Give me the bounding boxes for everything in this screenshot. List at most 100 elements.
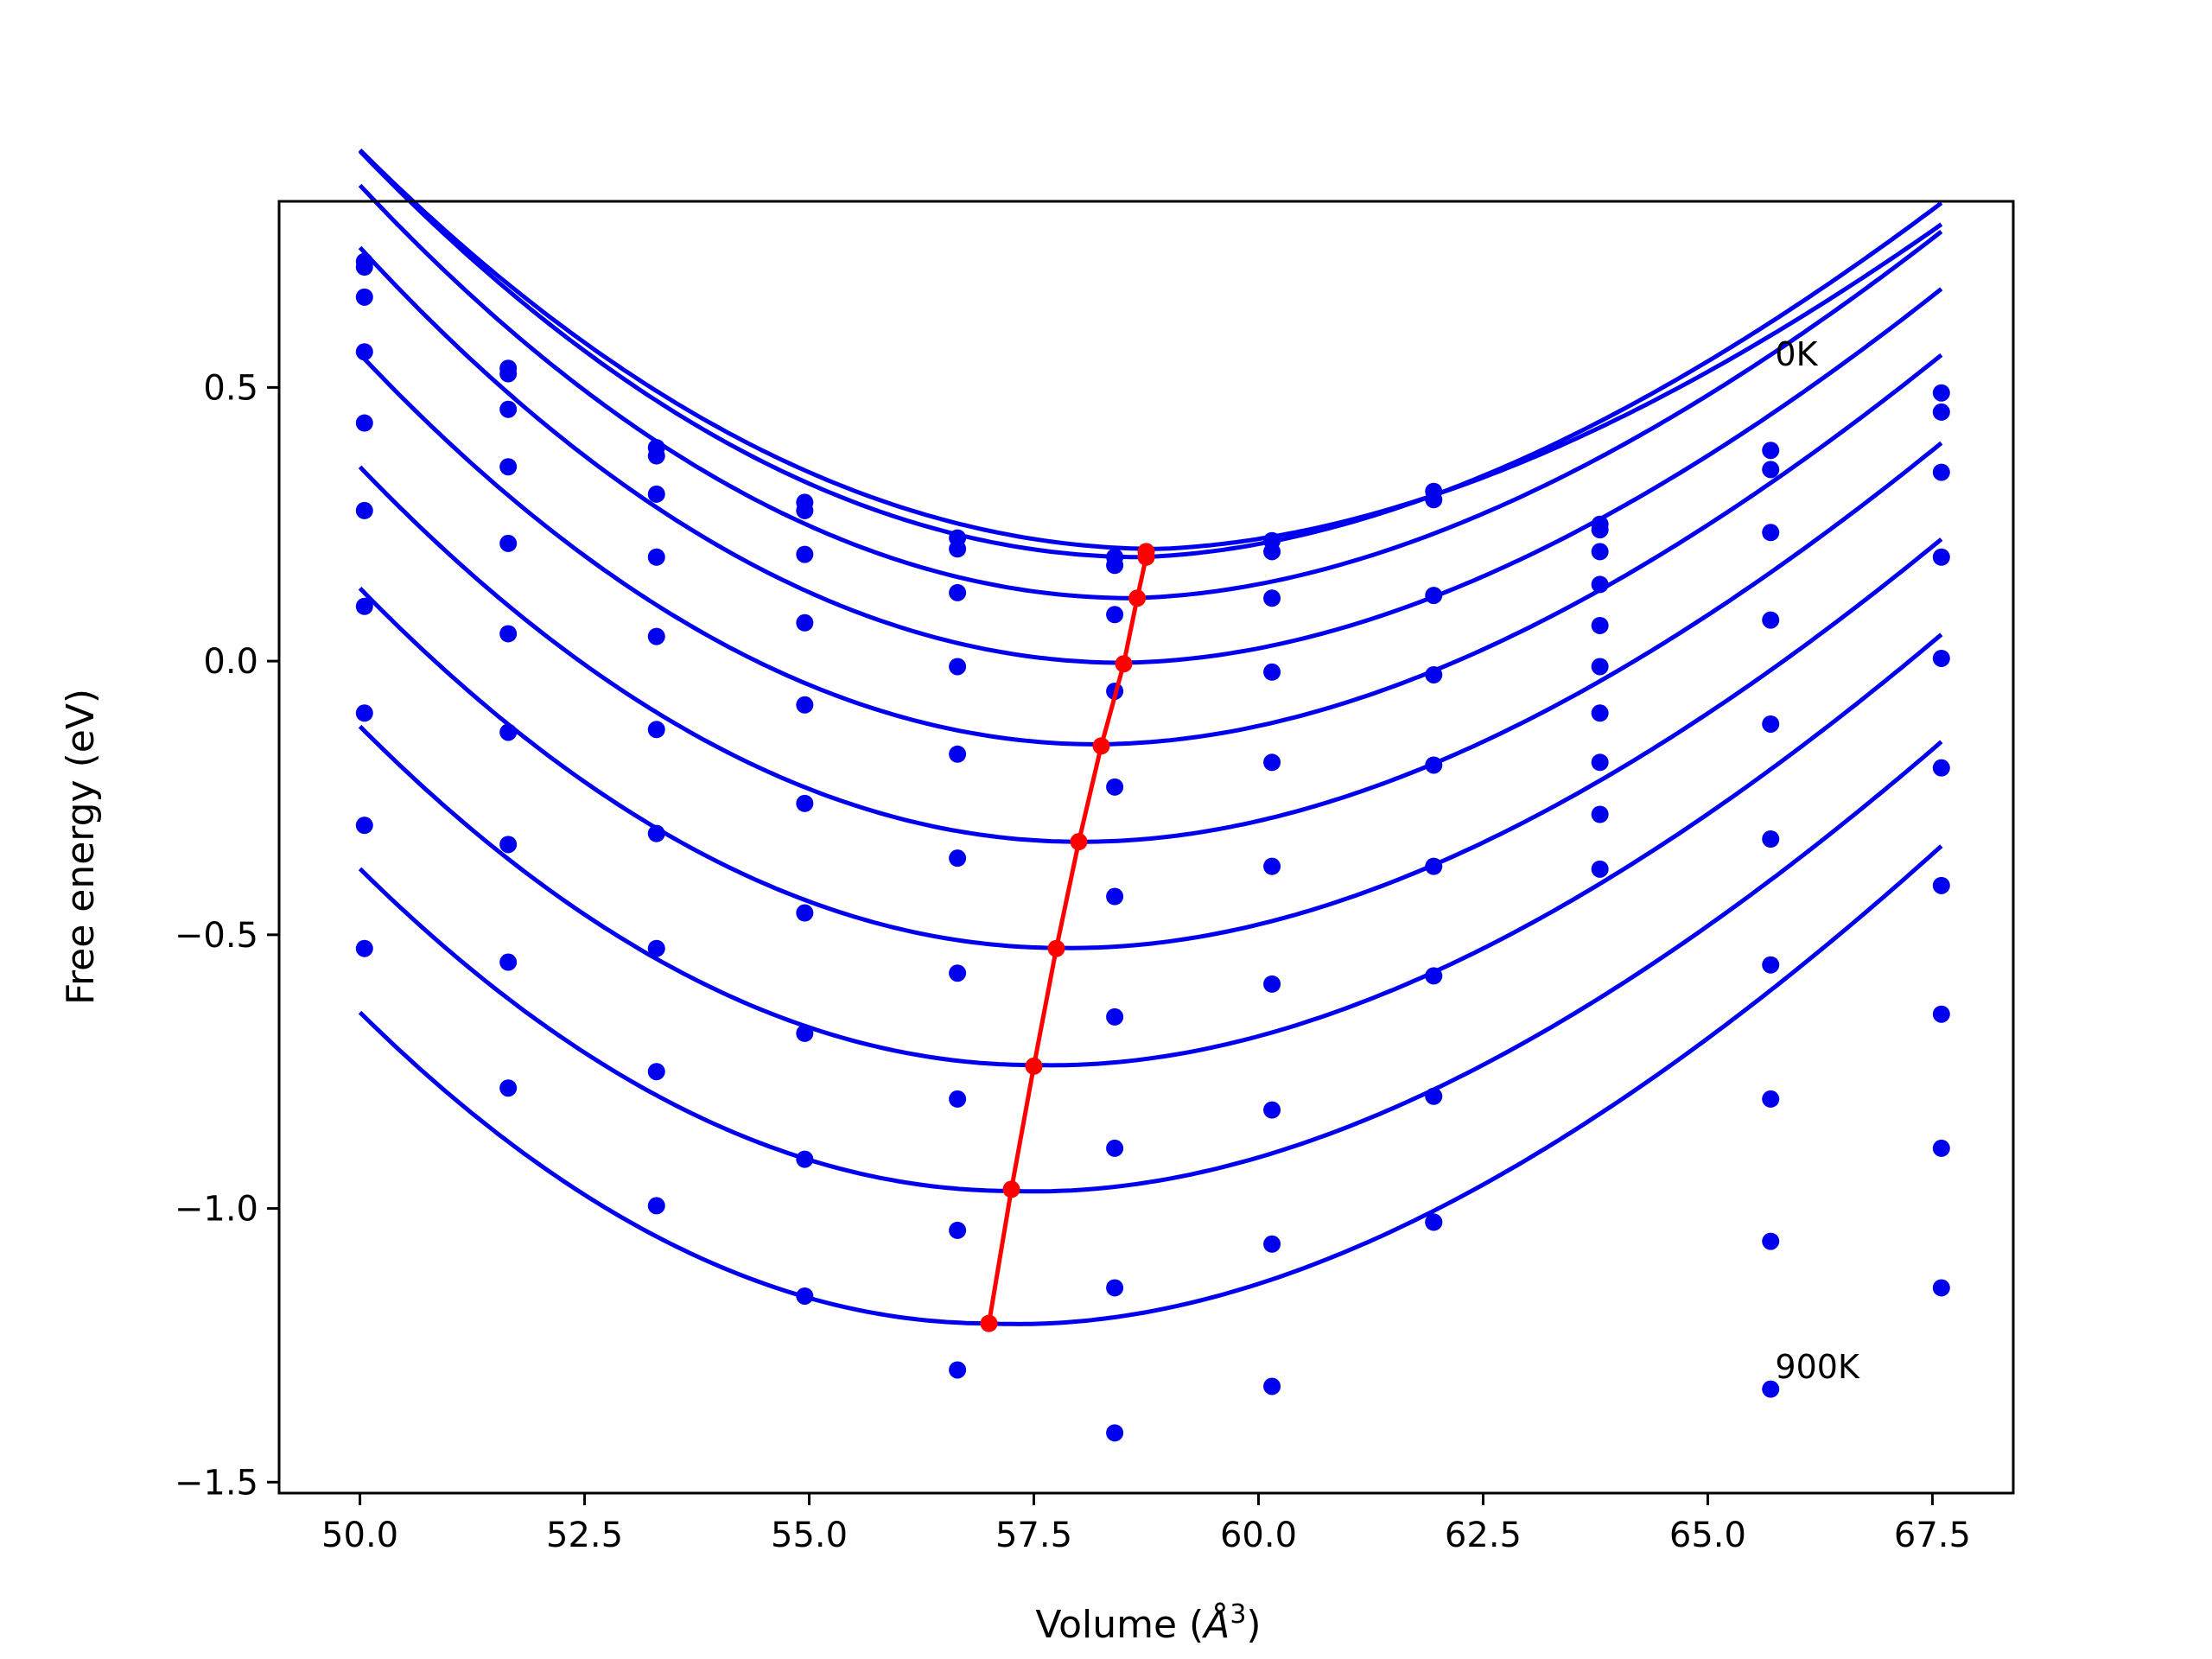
- data-point: [1425, 967, 1443, 985]
- data-point: [499, 953, 518, 971]
- data-point: [1591, 521, 1609, 539]
- minima-line: [987, 551, 1148, 1325]
- y-tick-label: −0.5: [175, 916, 258, 956]
- y-axis-label: Free energy (eV): [59, 689, 103, 1005]
- fit-curve-3: [358, 245, 1943, 665]
- data-point: [1932, 649, 1950, 667]
- data-point: [647, 1063, 665, 1081]
- data-point: [796, 1024, 814, 1042]
- data-point: [1263, 663, 1281, 681]
- data-point: [647, 548, 665, 566]
- data-point: [1762, 1380, 1780, 1398]
- data-point: [1591, 805, 1609, 823]
- data-point: [949, 849, 967, 868]
- x-tick-label: 55.0: [771, 1516, 848, 1555]
- data-point: [1591, 575, 1609, 594]
- data-point: [1263, 1235, 1281, 1253]
- data-point: [1106, 1424, 1124, 1442]
- data-point: [1762, 524, 1780, 542]
- data-point: [499, 458, 518, 476]
- annotations: 0K 900K: [1775, 335, 1860, 1386]
- data-point: [1263, 1377, 1281, 1395]
- data-point: [499, 1079, 518, 1097]
- data-point: [1425, 1213, 1443, 1231]
- y-tick-label: −1.5: [175, 1463, 258, 1503]
- data-point: [1425, 587, 1443, 605]
- data-point: [1932, 463, 1950, 481]
- data-point: [949, 658, 967, 676]
- data-point: [1591, 704, 1609, 722]
- data-point: [1762, 830, 1780, 848]
- data-point: [796, 545, 814, 563]
- data-point: [1762, 442, 1780, 460]
- data-point: [355, 414, 373, 432]
- x-axis-label: Volume (Å3): [1035, 1599, 1261, 1648]
- data-point: [796, 696, 814, 714]
- data-point: [1106, 606, 1124, 624]
- data-point: [1106, 556, 1124, 575]
- x-tick-label: 50.0: [321, 1516, 398, 1555]
- data-point: [1762, 1232, 1780, 1250]
- data-point: [647, 939, 665, 957]
- data-point: [647, 485, 665, 503]
- data-point: [1425, 857, 1443, 875]
- data-point: [355, 288, 373, 306]
- data-point: [355, 258, 373, 276]
- fit-curve-7: [358, 632, 1943, 1068]
- data-point: [1762, 715, 1780, 733]
- data-point: [796, 1150, 814, 1168]
- minimum-point: [1070, 833, 1088, 851]
- data-point: [1591, 616, 1609, 634]
- data-point: [355, 704, 373, 722]
- data-point: [1263, 857, 1281, 875]
- annotation-label: 0K: [1775, 335, 1818, 373]
- data-point: [1106, 1007, 1124, 1026]
- data-point: [499, 534, 518, 552]
- data-point: [1762, 956, 1780, 974]
- data-point: [1106, 778, 1124, 796]
- minimum-point: [1025, 1057, 1043, 1075]
- data-point: [1425, 665, 1443, 683]
- x-tick-label: 60.0: [1220, 1516, 1297, 1555]
- data-point: [796, 904, 814, 922]
- data-point: [1106, 1139, 1124, 1157]
- minimum-point: [980, 1314, 998, 1332]
- data-point: [1932, 548, 1950, 566]
- minimum-point: [1137, 548, 1155, 566]
- data-point: [1425, 756, 1443, 774]
- data-point: [355, 939, 373, 957]
- data-point: [949, 1361, 967, 1379]
- data-point: [355, 817, 373, 835]
- data-point: [1932, 403, 1950, 421]
- data-point: [499, 723, 518, 741]
- minimum-point: [1128, 589, 1147, 607]
- axis-ticks: 50.0 52.5 55.0 57.5 60.0 62.5 65.0 67.5 0.5 0.0 −0…: [175, 368, 1971, 1555]
- data-point: [1932, 384, 1950, 402]
- x-tick-label: 52.5: [546, 1516, 623, 1555]
- data-point: [1263, 975, 1281, 993]
- data-point: [647, 824, 665, 842]
- data-point: [1263, 589, 1281, 607]
- data-point: [647, 447, 665, 465]
- data-point: [1263, 1101, 1281, 1119]
- data-point: [796, 794, 814, 812]
- fit-curve-9: [358, 844, 1943, 1326]
- data-point: [1106, 1279, 1124, 1297]
- data-point: [1425, 491, 1443, 509]
- data-point: [1263, 543, 1281, 561]
- data-point: [647, 721, 665, 739]
- plot-area: [355, 148, 1950, 1442]
- data-point: [1591, 860, 1609, 878]
- data-point: [1762, 461, 1780, 479]
- data-point: [1591, 543, 1609, 561]
- data-point: [1932, 1005, 1950, 1023]
- minimum-point: [1002, 1180, 1020, 1198]
- data-point: [499, 625, 518, 643]
- fit-curve-6: [358, 537, 1943, 950]
- data-point: [1263, 753, 1281, 772]
- data-point: [1932, 1279, 1950, 1297]
- data-point: [1591, 753, 1609, 772]
- data-point: [499, 836, 518, 854]
- data-point: [1762, 1090, 1780, 1108]
